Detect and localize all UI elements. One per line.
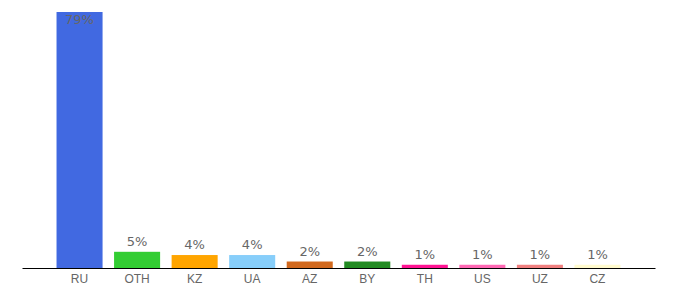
x-tick-label: CZ [589,272,605,286]
bar [57,12,103,268]
data-label: 4% [184,237,205,252]
x-tick-label: OTH [124,272,149,286]
x-tick: UA [244,268,261,286]
x-tick-label: AZ [302,272,317,286]
data-label: 2% [299,244,320,259]
x-tick: TH [417,268,433,286]
data-labels: 79% 5% 4% 4% 2% 2% 1% 1% 1% 1% [65,12,608,262]
data-label: 4% [242,237,263,252]
x-tick-label: TH [417,272,433,286]
data-label: 79% [65,12,94,27]
bar [287,262,333,268]
x-tick: BY [359,268,375,286]
chart: RU OTH KZ UA AZ BY TH US UZ CZ 79% 5% 4% 4% 2% 2% 1% 1% 1%… [0,0,680,300]
x-axis: RU OTH KZ UA AZ BY TH US UZ CZ [23,268,656,286]
x-axis-line [23,268,656,269]
bar [344,262,390,268]
x-tick-label: KZ [187,272,202,286]
data-label: 1% [587,247,608,262]
x-tick-label: BY [359,272,375,286]
bar [114,252,160,268]
data-label: 2% [357,244,378,259]
bar [172,255,218,268]
x-tick-label: UZ [532,272,548,286]
data-label: 1% [530,247,551,262]
bar [517,265,563,268]
x-tick: OTH [124,268,149,286]
data-label: 1% [472,247,493,262]
x-tick: US [474,268,491,286]
data-label: 1% [415,247,436,262]
bars [57,12,621,268]
x-tick: CZ [589,268,605,286]
x-tick: UZ [532,268,548,286]
x-tick: RU [71,268,88,286]
x-tick-label: RU [71,272,88,286]
x-tick-label: UA [244,272,261,286]
x-tick-label: US [474,272,491,286]
bar [459,265,505,268]
bar [229,255,275,268]
data-label: 5% [127,234,148,249]
bar [402,265,448,268]
bar [574,265,620,268]
x-tick: KZ [187,268,202,286]
x-tick: AZ [302,268,317,286]
